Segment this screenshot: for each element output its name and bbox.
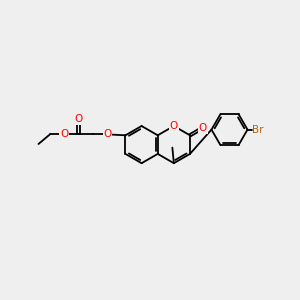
Text: O: O (199, 123, 207, 133)
Text: O: O (60, 129, 68, 140)
Text: O: O (75, 114, 83, 124)
Text: O: O (170, 121, 178, 131)
Text: Br: Br (252, 124, 263, 135)
Text: O: O (103, 129, 112, 140)
